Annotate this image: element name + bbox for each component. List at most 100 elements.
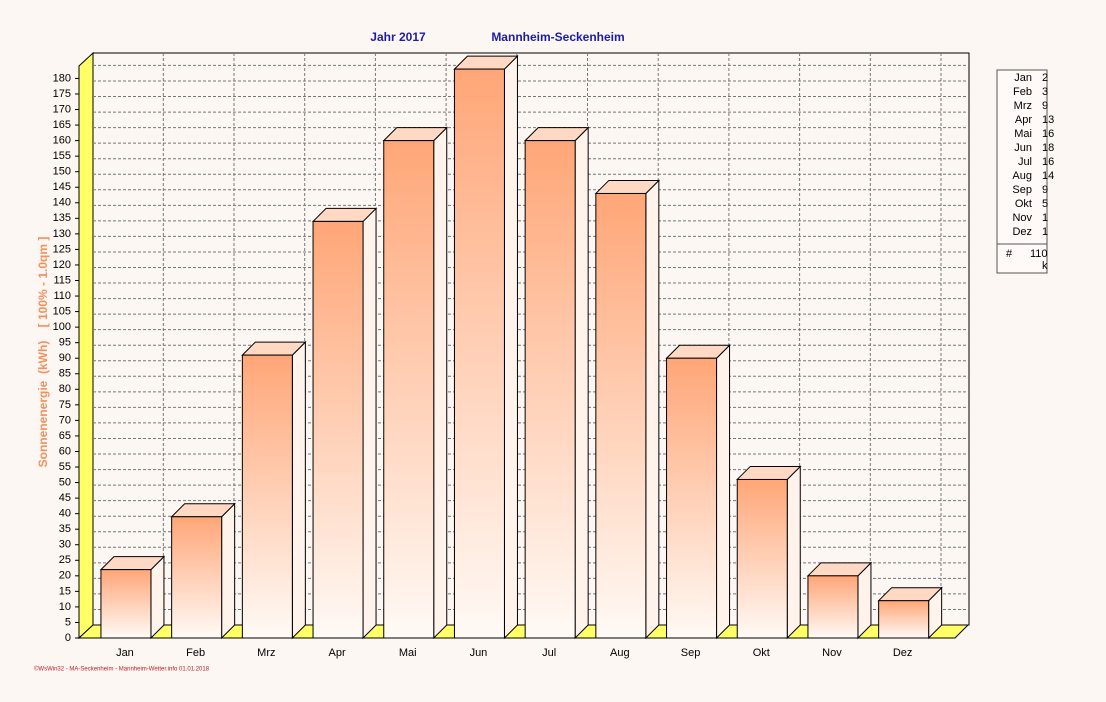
legend-total-symbol: # bbox=[1006, 248, 1013, 260]
legend-box bbox=[996, 69, 1048, 274]
chart-title: Jahr 2017 bbox=[370, 30, 426, 44]
legend-value: 5 bbox=[1042, 198, 1048, 210]
legend-month: Okt bbox=[1015, 198, 1032, 210]
bar bbox=[453, 68, 505, 639]
y-tick-label: 55 bbox=[59, 461, 71, 473]
legend-month: Feb bbox=[1013, 86, 1032, 98]
y-tick-label: 160 bbox=[53, 135, 71, 147]
bar-side bbox=[291, 340, 306, 640]
y-tick-label: 60 bbox=[59, 445, 71, 457]
legend-value: 13 bbox=[1042, 114, 1054, 126]
bar bbox=[736, 478, 788, 639]
x-tick-label: Jul bbox=[542, 647, 556, 659]
y-tick-label: 170 bbox=[53, 103, 71, 115]
legend-month: Jun bbox=[1014, 142, 1032, 154]
legend-value: 3 bbox=[1042, 86, 1048, 98]
y-tick-label: 50 bbox=[59, 476, 71, 488]
y-tick-label: 90 bbox=[59, 352, 71, 364]
legend-month: Apr bbox=[1015, 114, 1032, 126]
x-tick-label: Sep bbox=[681, 647, 701, 659]
bar bbox=[666, 357, 718, 639]
y-tick-label: 115 bbox=[53, 274, 71, 286]
y-tick-label: 155 bbox=[53, 150, 71, 162]
legend-month: Aug bbox=[1012, 170, 1032, 182]
legend-value: 18 bbox=[1042, 142, 1054, 154]
bar bbox=[171, 516, 223, 639]
x-tick-label: Mai bbox=[399, 647, 417, 659]
bar-side bbox=[786, 465, 801, 640]
y-tick-label: 145 bbox=[53, 181, 71, 193]
y-tick-label: 165 bbox=[53, 119, 71, 131]
y-tick-label: 45 bbox=[59, 492, 71, 504]
bar bbox=[241, 354, 293, 639]
bar bbox=[383, 140, 435, 639]
y-tick-label: 150 bbox=[53, 166, 71, 178]
y-tick-label: 25 bbox=[59, 554, 71, 566]
y-tick-label: 175 bbox=[53, 88, 71, 100]
bar bbox=[595, 192, 647, 639]
y-tick-label: 5 bbox=[65, 616, 71, 628]
legend-month: Mrz bbox=[1014, 100, 1032, 112]
y-tick-label: 180 bbox=[53, 72, 71, 84]
bar bbox=[312, 220, 364, 639]
y-tick-label: 80 bbox=[59, 383, 71, 395]
y-tick-label: 120 bbox=[53, 259, 71, 271]
legend-value: 2 bbox=[1042, 72, 1048, 84]
bar bbox=[878, 600, 930, 639]
legend-value: 1 bbox=[1042, 212, 1048, 224]
y-tick-label: 20 bbox=[59, 570, 71, 582]
left-wall bbox=[78, 51, 94, 640]
legend-month: Dez bbox=[1012, 226, 1032, 238]
x-tick-label: Aug bbox=[610, 647, 630, 659]
legend-value: 14 bbox=[1042, 170, 1054, 182]
bar-side bbox=[362, 207, 377, 640]
bar-side bbox=[716, 344, 731, 640]
legend-value: 9 bbox=[1042, 100, 1048, 112]
x-tick-label: Jun bbox=[470, 647, 488, 659]
y-tick-label: 0 bbox=[65, 632, 71, 644]
chart-subtitle: Mannheim-Seckenheim bbox=[491, 30, 624, 44]
bar-side bbox=[503, 54, 518, 640]
y-tick-label: 95 bbox=[59, 337, 71, 349]
y-tick-label: 10 bbox=[59, 601, 71, 613]
x-tick-label: Feb bbox=[186, 647, 205, 659]
x-tick-label: Nov bbox=[822, 647, 842, 659]
bar bbox=[807, 575, 859, 639]
y-tick-label: 15 bbox=[59, 585, 71, 597]
bar bbox=[524, 140, 576, 639]
x-tick-label: Okt bbox=[753, 647, 770, 659]
legend-value: 16 bbox=[1042, 156, 1054, 168]
footer: ©WsWin32 - MA-Seckenheim - Mannheim-Wett… bbox=[34, 666, 210, 673]
legend-value: 1 bbox=[1042, 226, 1048, 238]
bar-side bbox=[221, 502, 236, 640]
y-axis-title: Sonnenenergie (kWh) [ 100% - 1.0qm ] bbox=[36, 237, 50, 468]
legend: Jan 2 Feb 3 Mrz 9 Apr 13 Mai 16 Jun 18 Jul 16 Aug 14 Sep… bbox=[996, 69, 1054, 274]
y-tick-label: 85 bbox=[59, 368, 71, 380]
y-tick-label: 140 bbox=[53, 197, 71, 209]
legend-total-unit: k bbox=[1042, 260, 1048, 272]
legend-total-value: 110 bbox=[1030, 248, 1048, 260]
y-tick-label: 70 bbox=[59, 414, 71, 426]
y-tick-label: 125 bbox=[53, 243, 71, 255]
bar-side bbox=[574, 126, 589, 640]
y-tick-label: 130 bbox=[53, 228, 71, 240]
bar-side bbox=[645, 179, 660, 640]
legend-month: Sep bbox=[1012, 184, 1032, 196]
x-tick-label: Apr bbox=[328, 647, 345, 659]
y-tick-label: 75 bbox=[59, 399, 71, 411]
legend-month: Jan bbox=[1014, 72, 1032, 84]
y-tick-label: 110 bbox=[53, 290, 71, 302]
x-tick-label: Jan bbox=[116, 647, 134, 659]
y-tick-label: 65 bbox=[59, 430, 71, 442]
plot: 0 5 10 15 20 25 30 35 40 45 50 55 60 65 70 75 80 85 90 95 10… bbox=[53, 51, 970, 659]
bar-side bbox=[150, 555, 165, 640]
legend-month: Nov bbox=[1012, 212, 1032, 224]
y-tick-label: 40 bbox=[59, 508, 71, 520]
y-tick-label: 30 bbox=[59, 539, 71, 551]
y-tick-label: 100 bbox=[53, 321, 71, 333]
y-tick-label: 35 bbox=[59, 523, 71, 535]
legend-month: Mai bbox=[1014, 128, 1032, 140]
y-tick-label: 135 bbox=[53, 212, 71, 224]
legend-month: Jul bbox=[1018, 156, 1032, 168]
